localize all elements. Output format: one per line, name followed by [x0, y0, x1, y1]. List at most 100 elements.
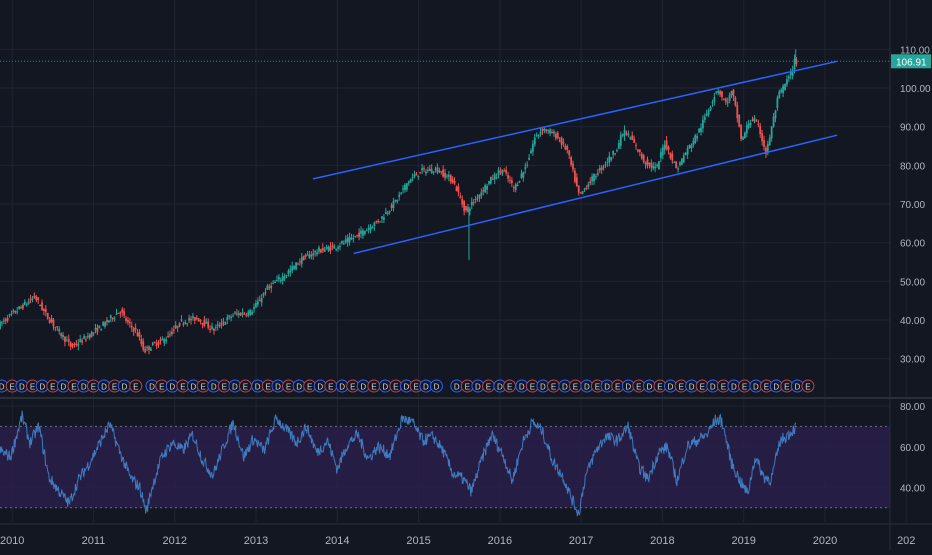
candle-body: [153, 342, 156, 344]
candle-body: [744, 132, 746, 139]
event-marker-label: D: [0, 383, 5, 392]
candle-body: [659, 152, 662, 158]
time-tick-label: 2017: [569, 535, 593, 547]
candle-body: [457, 186, 460, 193]
candle-body: [356, 234, 359, 236]
event-marker-label: E: [573, 383, 578, 392]
event-marker-label: D: [191, 383, 197, 392]
candle-body: [713, 97, 716, 102]
candle-body: [465, 206, 467, 211]
event-marker-label: E: [530, 383, 535, 392]
candle-body: [753, 117, 756, 122]
candle-body: [237, 312, 240, 315]
candle-body: [113, 317, 116, 319]
candle-body: [79, 339, 82, 342]
candle-body: [383, 217, 385, 220]
candle-body: [159, 339, 162, 342]
event-marker-label: E: [91, 383, 96, 392]
candle-body: [256, 301, 259, 305]
candle-body: [337, 246, 339, 249]
candle-body: [235, 313, 238, 315]
candle-body: [701, 119, 704, 129]
candle-body: [749, 122, 752, 126]
event-marker-label: D: [339, 383, 345, 392]
candle-body: [167, 335, 169, 338]
candle-body: [39, 305, 42, 307]
time-tick-label: 2018: [650, 535, 674, 547]
candle-body: [192, 316, 194, 318]
candle-body: [543, 128, 546, 131]
candle-body: [438, 170, 441, 173]
candle-body: [696, 136, 699, 139]
candle-body: [94, 328, 97, 331]
trend-channel[interactable]: [312, 60, 838, 255]
candle-body: [367, 228, 370, 230]
candle-body: [470, 201, 473, 206]
candle-body: [547, 129, 550, 131]
candle-body: [54, 326, 57, 328]
candle-body: [258, 300, 261, 302]
candle-body: [197, 318, 200, 322]
candle-body: [577, 185, 580, 193]
candle-body: [413, 174, 416, 177]
candle-body: [717, 90, 720, 93]
channel-line: [353, 134, 838, 255]
event-marker-label: D: [211, 383, 217, 392]
candle-body: [86, 336, 89, 338]
candle-body: [117, 312, 120, 314]
price-tick-label: 60.00: [900, 239, 925, 250]
candle-body: [614, 153, 616, 155]
rsi-line: [0, 410, 797, 517]
candle-body: [778, 91, 781, 99]
event-marker-label: E: [30, 383, 35, 392]
candle-body: [436, 167, 439, 173]
candle-body: [1, 322, 3, 324]
candle-body: [172, 329, 175, 331]
candles: [0, 49, 798, 355]
candle-body: [774, 110, 777, 119]
candle-body: [700, 127, 702, 133]
event-marker-label: E: [222, 383, 227, 392]
last-price-badge: [891, 54, 931, 69]
candle-body: [549, 129, 551, 134]
candle-body: [740, 124, 742, 140]
candle-body: [203, 319, 206, 326]
candle-body: [20, 307, 22, 309]
candle-body: [373, 222, 376, 227]
candle-body: [274, 281, 276, 284]
candle-body: [482, 190, 485, 192]
event-marker-label: E: [350, 383, 355, 392]
candle-body: [539, 131, 542, 135]
candle-body: [211, 326, 213, 329]
candle-body: [400, 192, 403, 194]
event-marker-label: D: [360, 383, 366, 392]
candle-body: [551, 131, 553, 134]
candle-body: [23, 301, 26, 305]
candle-body: [423, 168, 425, 170]
candle-body: [646, 159, 649, 166]
candle-body: [535, 134, 538, 136]
candle-body: [348, 236, 351, 243]
candle-body: [262, 293, 265, 296]
event-marker-label: D: [584, 383, 590, 392]
candle-body: [631, 135, 634, 140]
candle-body: [791, 70, 794, 77]
candle-body: [171, 331, 173, 335]
event-marker-label: D: [255, 383, 261, 392]
earnings-marker: [801, 379, 815, 393]
candle-body: [199, 319, 202, 322]
candle-body: [671, 153, 674, 161]
candle-body: [195, 317, 198, 319]
candle-body: [390, 205, 393, 208]
candle-body: [174, 325, 177, 329]
candle-body: [721, 91, 723, 98]
candle-body: [612, 150, 615, 155]
candle-body: [56, 326, 59, 328]
rsi-tick-label: 80.00: [900, 402, 925, 413]
candle-body: [688, 145, 691, 148]
candle-body: [375, 221, 378, 223]
candle-body: [2, 320, 5, 322]
